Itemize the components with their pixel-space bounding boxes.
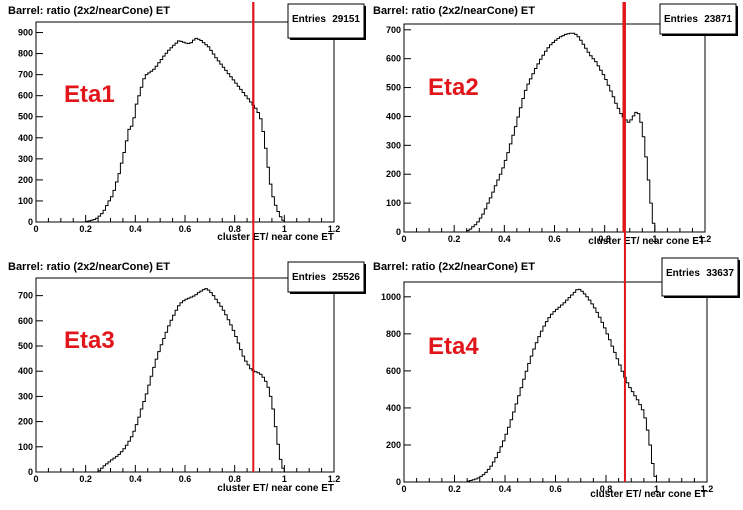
x-tick-label: 0	[401, 484, 406, 494]
y-tick-label: 0	[28, 467, 33, 477]
stats-entries-label: Entries	[292, 272, 326, 283]
chart-title: Barrel: ratio (2x2/nearCone) ET	[8, 5, 170, 17]
y-tick-label: 700	[18, 291, 33, 301]
x-tick-label: 1.2	[699, 234, 712, 244]
x-tick-label: 1	[652, 234, 657, 244]
x-tick-label: 0.8	[228, 224, 241, 234]
y-tick-label: 200	[386, 169, 401, 179]
y-tick-label: 500	[386, 83, 401, 93]
plot-frame	[403, 23, 706, 233]
x-tick-label: 0.6	[179, 474, 192, 484]
histogram-panel: Barrel: ratio (2x2/nearCone) ET 0 0.2 0.4 0.…	[373, 2, 740, 500]
histogram-series	[466, 288, 657, 482]
histogram-series	[466, 32, 656, 232]
y-tick-label: 600	[18, 316, 33, 326]
y-tick-label: 700	[386, 25, 401, 35]
stats-entries-label: Entries	[292, 14, 326, 25]
x-tick-label: 1	[654, 484, 659, 494]
y-tick-label: 0	[28, 217, 33, 227]
y-tick-label: 0	[396, 227, 401, 237]
x-tick-label: 0.2	[448, 234, 461, 244]
y-tick-label: 400	[386, 403, 401, 413]
x-axis-label: cluster ET/ near cone ET	[217, 483, 334, 494]
x-axis-label: cluster ET/ near cone ET	[588, 236, 705, 247]
stats-box	[287, 261, 365, 293]
x-tick-label: 0.4	[129, 224, 142, 234]
x-tick-label: 0.6	[549, 484, 562, 494]
chart-title: Barrel: ratio (2x2/nearCone) ET	[373, 261, 535, 273]
histogram-panel: Barrel: ratio (2x2/nearCone) ET 0 0.2 0.4 0.…	[373, 2, 738, 247]
eta-annotation: Eta4	[428, 333, 479, 360]
y-tick-label: 0	[396, 477, 401, 487]
y-tick-label: 700	[18, 70, 33, 80]
x-tick-label: 0.4	[499, 484, 512, 494]
y-tick-label: 500	[18, 341, 33, 351]
x-tick-label: 0	[33, 224, 38, 234]
x-tick-label: 0.6	[179, 224, 192, 234]
y-tick-label: 200	[386, 440, 401, 450]
y-tick-label: 1000	[381, 292, 401, 302]
eta-annotation: Eta1	[64, 81, 115, 108]
x-tick-label: 0.6	[548, 234, 561, 244]
plot-frame	[35, 277, 335, 473]
x-tick-label: 0.4	[129, 474, 142, 484]
y-tick-label: 200	[18, 417, 33, 427]
chart-title: Barrel: ratio (2x2/nearCone) ET	[8, 261, 170, 273]
y-tick-label: 600	[386, 366, 401, 376]
stats-box	[287, 3, 365, 39]
x-tick-label: 0.8	[228, 474, 241, 484]
y-tick-label: 800	[386, 329, 401, 339]
eta-annotation: Eta2	[428, 74, 479, 101]
y-tick-label: 900	[18, 28, 33, 38]
x-tick-label: 0.4	[498, 234, 511, 244]
y-tick-label: 300	[386, 140, 401, 150]
eta-annotation: Eta3	[64, 327, 115, 354]
y-tick-label: 300	[18, 154, 33, 164]
y-tick-label: 600	[18, 91, 33, 101]
x-tick-label: 1	[282, 224, 287, 234]
stats-entries-value: 23871	[704, 14, 732, 25]
histogram-panel: Barrel: ratio (2x2/nearCone) ET 0 0.2 0.4 0.…	[8, 2, 366, 494]
y-tick-label: 100	[18, 442, 33, 452]
stats-entries-label: Entries	[664, 14, 698, 25]
y-tick-label: 800	[18, 49, 33, 59]
x-tick-label: 1	[282, 474, 287, 484]
histogram-series	[85, 37, 285, 222]
y-tick-label: 400	[386, 111, 401, 121]
x-tick-label: 1.2	[328, 474, 341, 484]
x-tick-label: 1.2	[701, 484, 714, 494]
stats-box	[659, 3, 737, 35]
stats-box	[661, 257, 739, 297]
stats-entries-value: 33637	[706, 268, 734, 279]
x-tick-label: 0	[401, 234, 406, 244]
stats-entries-value: 25526	[332, 272, 360, 283]
x-axis-label: cluster ET/ near cone ET	[590, 489, 707, 500]
stats-entries-label: Entries	[666, 268, 700, 279]
x-tick-label: 0.2	[448, 484, 461, 494]
y-tick-label: 400	[18, 366, 33, 376]
y-tick-label: 400	[18, 133, 33, 143]
y-tick-label: 300	[18, 391, 33, 401]
chart-title: Barrel: ratio (2x2/nearCone) ET	[373, 5, 535, 17]
y-tick-label: 200	[18, 175, 33, 185]
x-tick-label: 0.2	[79, 474, 92, 484]
x-tick-label: 0.8	[600, 484, 613, 494]
y-tick-label: 500	[18, 112, 33, 122]
x-tick-label: 1.2	[328, 224, 341, 234]
plot-frame	[35, 21, 335, 223]
x-tick-label: 0	[33, 474, 38, 484]
y-tick-label: 100	[386, 198, 401, 208]
x-tick-label: 0.8	[598, 234, 611, 244]
x-axis-label: cluster ET/ near cone ET	[217, 232, 334, 243]
stats-entries-value: 29151	[332, 14, 360, 25]
histogram-panel: Barrel: ratio (2x2/nearCone) ET 0 0.2 0.4 0.…	[8, 2, 366, 243]
y-tick-label: 100	[18, 196, 33, 206]
y-tick-label: 600	[386, 54, 401, 64]
x-tick-label: 0.2	[79, 224, 92, 234]
histogram-series	[97, 288, 285, 472]
